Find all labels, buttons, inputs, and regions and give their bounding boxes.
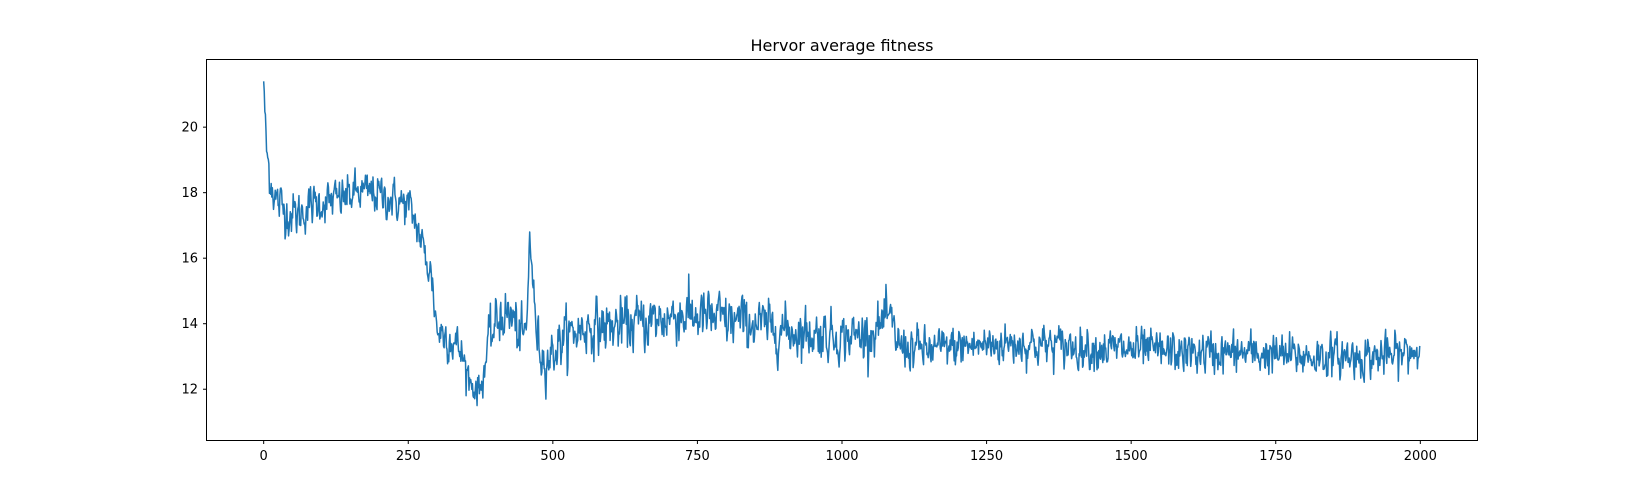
x-tick-label: 1000 <box>825 449 858 464</box>
x-tick-label: 750 <box>685 449 710 464</box>
y-tick-label: 16 <box>181 252 198 267</box>
y-axis: 12 14 16 18 20 <box>181 121 207 398</box>
x-tick-label: 2000 <box>1404 449 1437 464</box>
x-tick-label: 1750 <box>1259 449 1292 464</box>
series-line <box>262 81 1421 407</box>
y-tick-label: 18 <box>181 186 198 201</box>
x-tick-label: 250 <box>396 449 421 464</box>
x-tick-label: 0 <box>260 449 268 464</box>
plot-marks <box>262 81 1421 407</box>
y-tick-label: 12 <box>181 383 198 398</box>
x-axis: 0 250 500 750 1000 1250 1500 1750 2000 <box>260 440 1437 464</box>
y-tick-label: 20 <box>181 121 198 136</box>
chart-title: Hervor average fitness <box>751 36 934 55</box>
y-tick-label: 14 <box>181 317 198 332</box>
x-tick-label: 1500 <box>1115 449 1148 464</box>
x-tick-label: 1250 <box>970 449 1003 464</box>
x-tick-label: 500 <box>540 449 565 464</box>
